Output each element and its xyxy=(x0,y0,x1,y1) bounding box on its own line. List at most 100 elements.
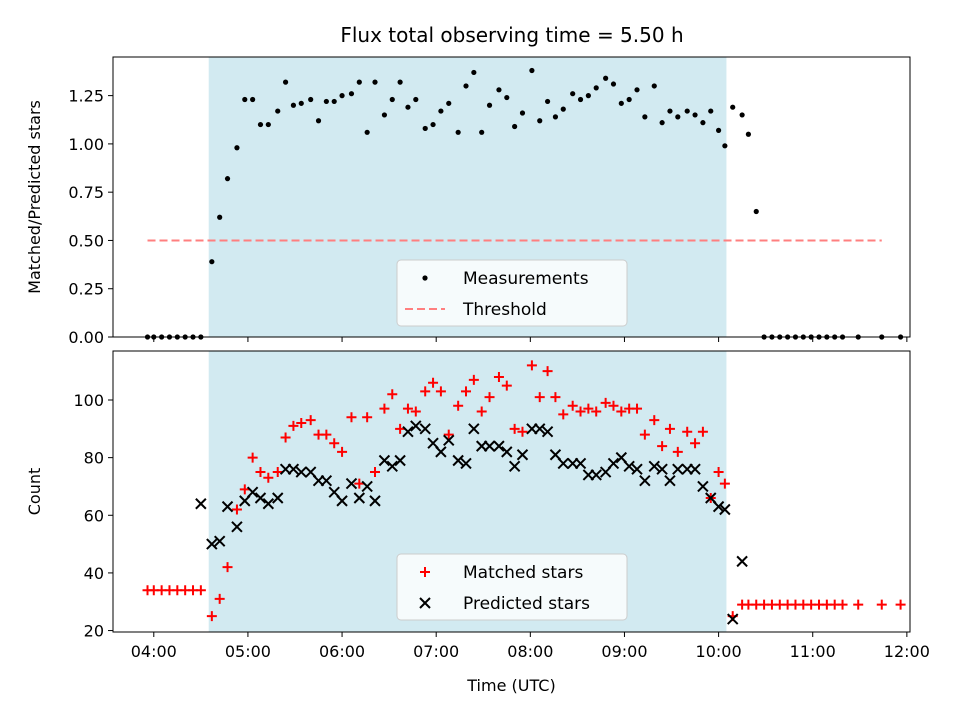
matched-star-point xyxy=(664,423,675,434)
predicted-star-point xyxy=(493,440,505,452)
measurement-point xyxy=(242,96,248,103)
measurement-point xyxy=(651,83,657,89)
legend-box xyxy=(396,259,628,327)
predicted-star-point xyxy=(719,503,731,516)
predicted-star-point xyxy=(435,446,447,458)
measurement-point xyxy=(250,96,256,103)
axes-frame xyxy=(112,56,911,338)
matched-star-point xyxy=(697,426,708,437)
predicted-star-point xyxy=(664,474,676,487)
measurement-point xyxy=(610,81,617,87)
y-axis-label: Matched/Predicted stars xyxy=(25,100,44,294)
measurement-point xyxy=(463,83,469,89)
measurement-point xyxy=(692,112,698,118)
measurement-point xyxy=(265,121,271,128)
matched-star-point xyxy=(713,467,724,478)
matched-star-point xyxy=(476,406,487,417)
measurement-point xyxy=(504,94,510,101)
predicted-star-point xyxy=(656,463,668,475)
measurement-point xyxy=(529,67,535,74)
measurement-point xyxy=(552,114,559,120)
measurement-point xyxy=(715,127,722,133)
measurement-point xyxy=(560,106,566,112)
predicted-star-point xyxy=(262,498,275,510)
predicted-star-point xyxy=(386,460,398,472)
predicted-star-point xyxy=(353,492,366,504)
predicted-star-point xyxy=(541,425,554,438)
measurement-point xyxy=(257,121,264,128)
series-measurements xyxy=(144,67,904,340)
measurement-point xyxy=(659,120,665,126)
measurement-point xyxy=(593,85,599,91)
y-tick-label: 1.25 xyxy=(68,87,104,106)
legend-label: Threshold xyxy=(462,300,547,320)
measurement-point xyxy=(486,102,493,108)
predicted-star-point xyxy=(648,460,660,472)
matched-star-point xyxy=(526,360,537,371)
measurement-point xyxy=(745,131,752,137)
matched-star-point xyxy=(453,400,464,411)
measurement-point xyxy=(209,259,215,265)
x-tick-label: 06:00 xyxy=(319,642,365,661)
measurement-point xyxy=(519,110,526,116)
measurement-point xyxy=(275,108,281,114)
predicted-star-point xyxy=(727,613,739,625)
legend-box xyxy=(396,553,628,621)
matched-star-point xyxy=(387,389,398,400)
x-tick-label: 10:00 xyxy=(696,642,742,661)
x-axis-label: Time (UTC) xyxy=(466,676,555,695)
measurement-point xyxy=(667,108,673,114)
matched-star-point xyxy=(876,599,887,610)
matched-star-point xyxy=(719,478,730,489)
predicted-star-point xyxy=(501,446,513,458)
measurement-point xyxy=(753,208,759,215)
predicted-star-point xyxy=(508,460,521,472)
measurement-point xyxy=(455,129,461,135)
measurement-point xyxy=(708,108,714,114)
matched-star-point xyxy=(222,562,233,573)
matched-star-point xyxy=(272,467,283,478)
measurement-point xyxy=(224,176,231,182)
measurement-point xyxy=(234,145,240,151)
measurement-point xyxy=(722,143,728,149)
measurement-point xyxy=(438,108,444,114)
measurement-point xyxy=(446,100,452,106)
matched-star-point xyxy=(214,593,225,604)
legend-label: Matched stars xyxy=(463,563,583,583)
predicted-star-point xyxy=(287,463,300,475)
predicted-star-point xyxy=(468,423,480,435)
x-tick-label: 08:00 xyxy=(507,642,553,661)
predicted-star-point xyxy=(590,469,602,481)
measurement-point xyxy=(323,98,329,105)
matched-star-point xyxy=(296,418,307,429)
measurement-point xyxy=(626,96,632,103)
predicted-star-point xyxy=(639,474,651,487)
y-tick-label: 0.75 xyxy=(68,183,104,202)
predicted-star-point xyxy=(574,457,587,470)
matched-star-point xyxy=(379,403,390,414)
matched-star-point xyxy=(837,599,848,610)
predicted-star-point xyxy=(557,457,569,470)
measurement-point xyxy=(479,129,485,135)
legend-label: Measurements xyxy=(463,269,589,289)
legend: Measurements Threshold xyxy=(396,259,628,327)
matched-star-point xyxy=(639,429,650,440)
y-tick-label: 0.50 xyxy=(68,231,104,250)
matched-star-point xyxy=(337,446,348,457)
matched-star-point xyxy=(493,371,504,382)
matched-star-point xyxy=(853,599,864,610)
matched-star-point xyxy=(354,478,365,489)
x-tick-label: 07:00 xyxy=(413,642,459,661)
predicted-star-point xyxy=(534,423,546,435)
matched-star-point xyxy=(600,397,611,408)
measurement-point xyxy=(570,91,576,97)
measurement-point xyxy=(217,214,223,220)
legend: Matched stars Predicted stars xyxy=(396,553,628,621)
measurement-point xyxy=(512,123,518,130)
legend-label: Predicted stars xyxy=(463,594,590,614)
measurement-point xyxy=(315,118,322,124)
predicted-star-point xyxy=(623,460,635,472)
measurement-point xyxy=(675,114,681,120)
matched-star-point xyxy=(690,438,701,449)
matched-star-point xyxy=(410,406,421,417)
